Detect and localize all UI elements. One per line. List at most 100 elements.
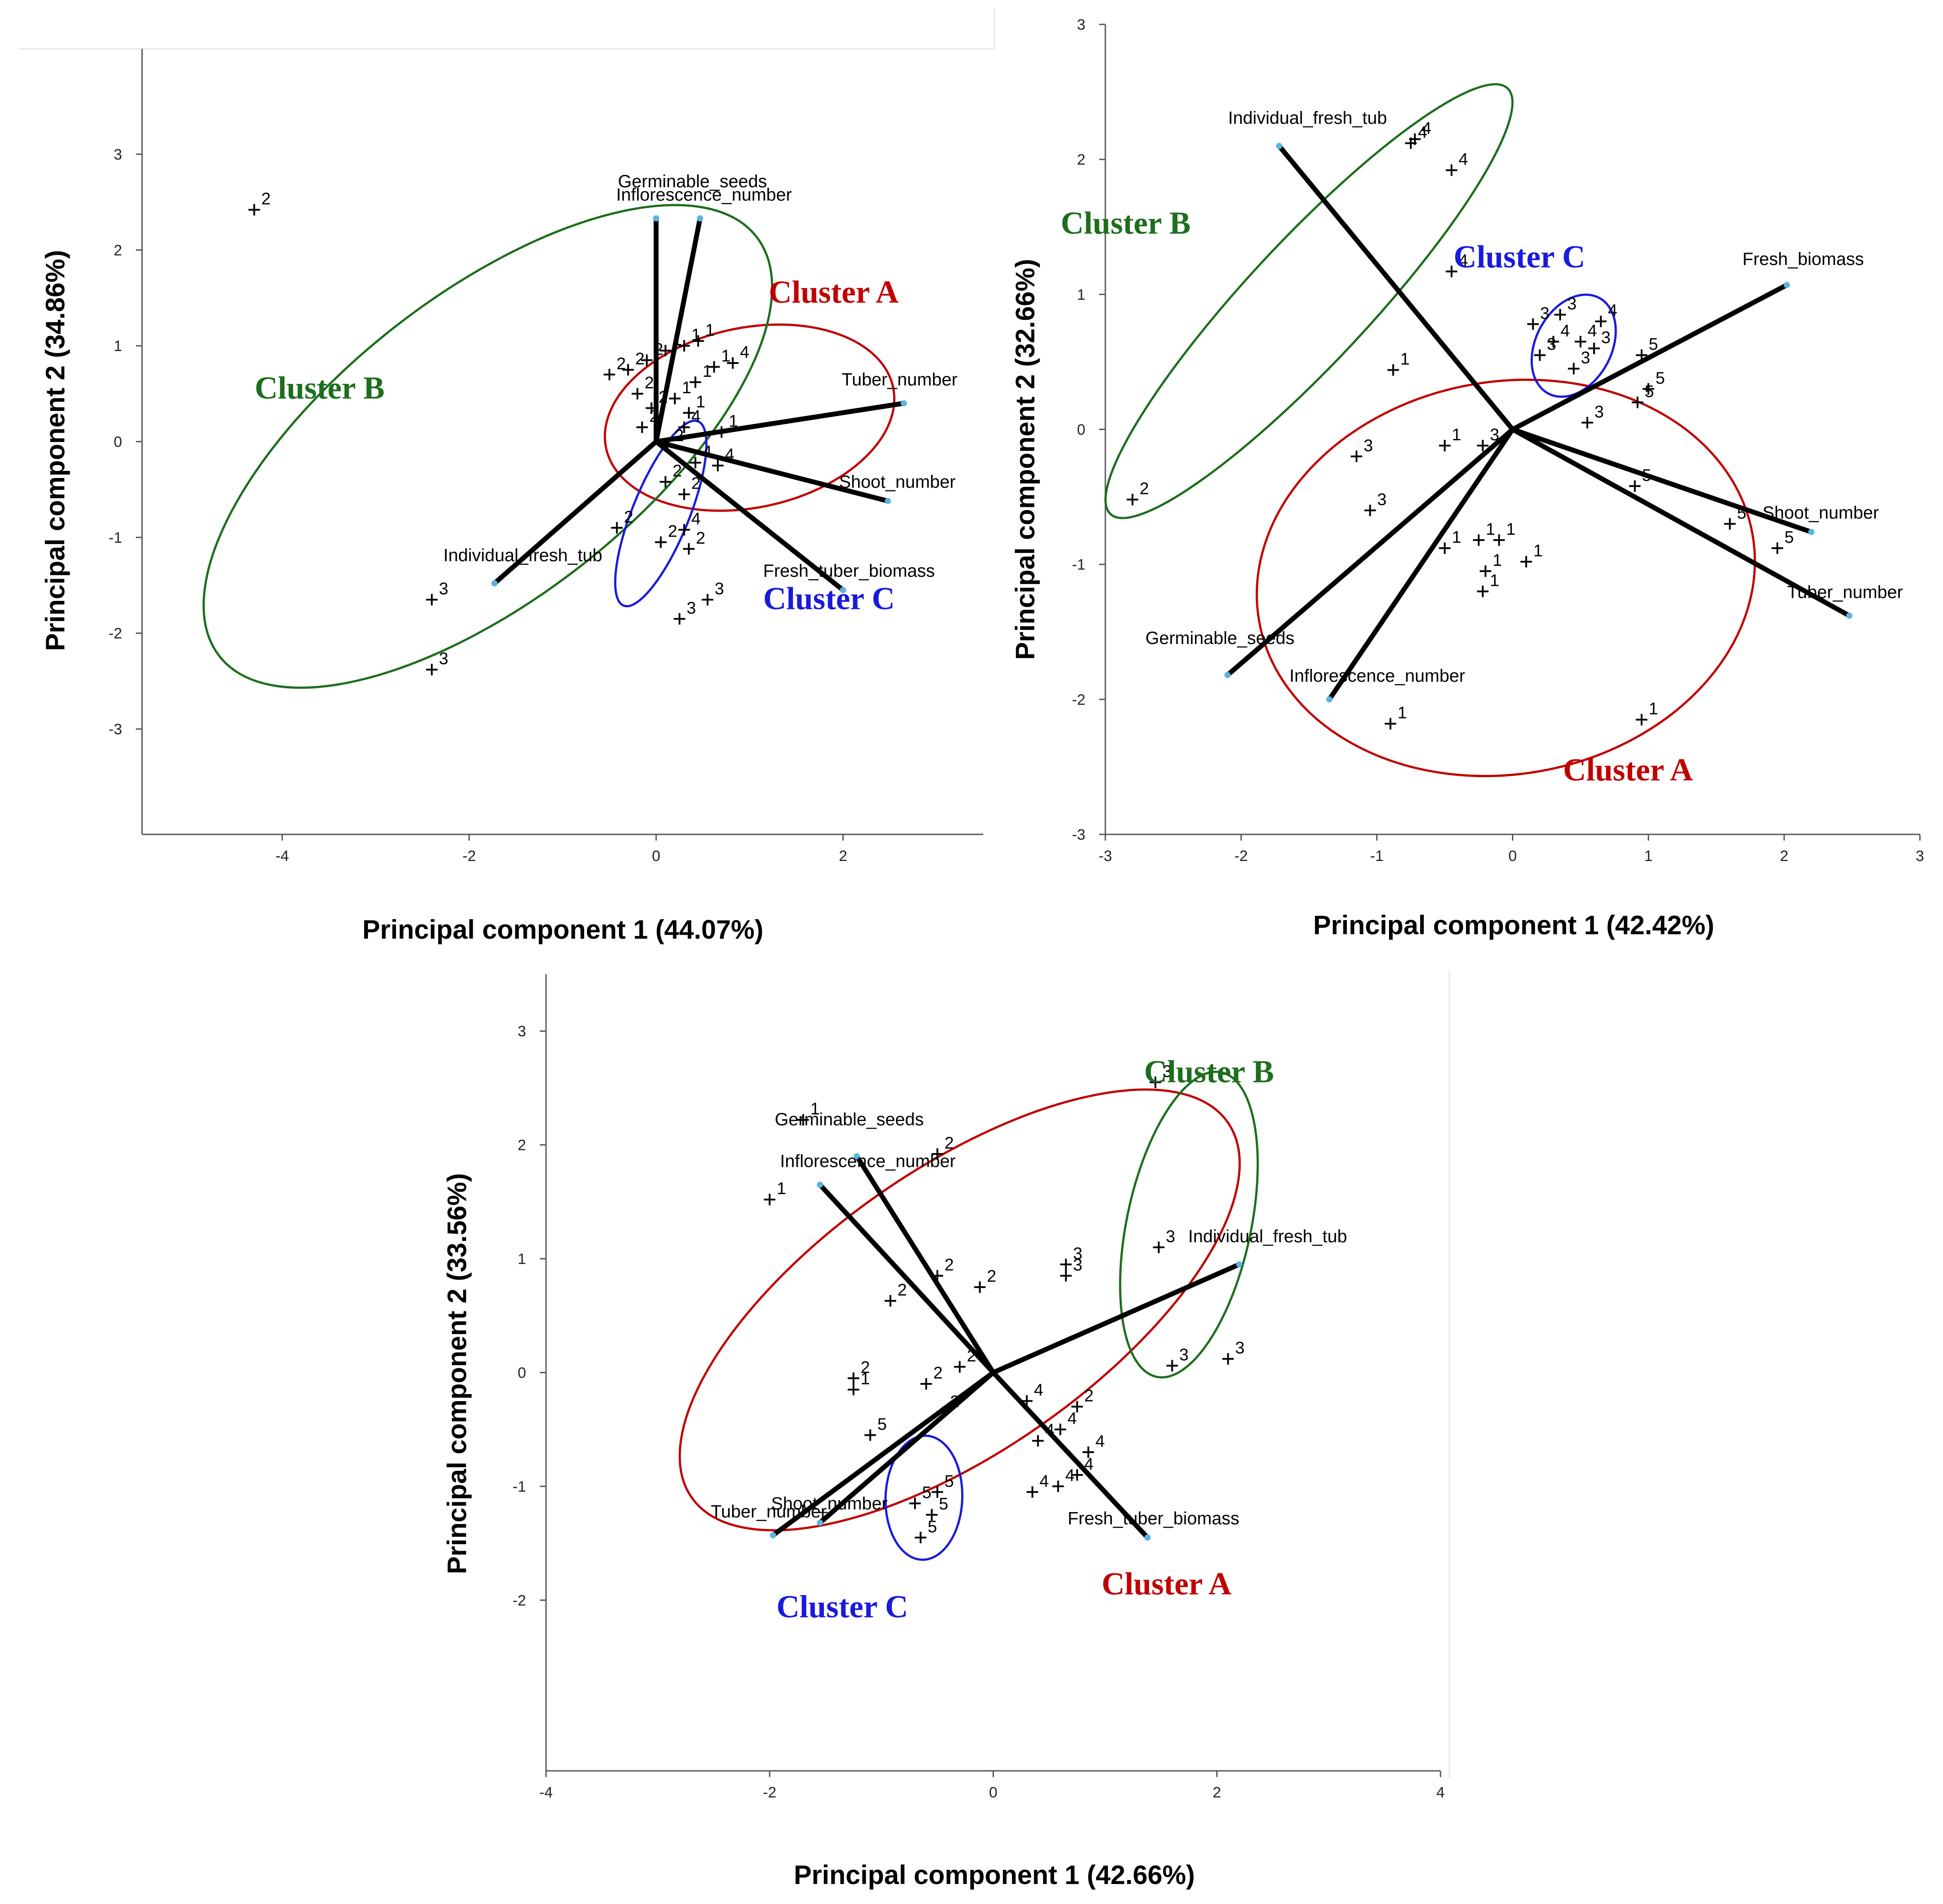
plot-area: -4 -2 0 2-3-2-10123Inflorescence_numberGerm… bbox=[109, 49, 983, 865]
point-label: 1 bbox=[1452, 426, 1461, 444]
y-tick-label: 1 bbox=[114, 338, 122, 355]
point-label: 3 bbox=[1179, 1346, 1189, 1364]
vector-label: Individual_fresh_tub bbox=[1228, 108, 1387, 128]
point-label: 2 bbox=[645, 374, 654, 392]
cluster-ellipse bbox=[1530, 293, 1617, 398]
point-label: 5 bbox=[1785, 528, 1794, 547]
y-tick-label: 1 bbox=[1077, 286, 1085, 303]
point-label: 4 bbox=[691, 510, 700, 529]
vector-tip-marker bbox=[770, 1532, 776, 1539]
x-tick-label: 0 bbox=[1508, 848, 1517, 865]
point-label: 3 bbox=[1547, 335, 1556, 354]
vector-label: Germinable_seeds bbox=[775, 1110, 924, 1129]
vector-label: Fresh_biomass bbox=[1742, 249, 1864, 269]
y-tick-label: 2 bbox=[114, 242, 122, 259]
point-label: 5 bbox=[928, 1517, 937, 1536]
point-label: 1 bbox=[861, 1370, 870, 1388]
point-label: 4 bbox=[1418, 123, 1427, 142]
cluster-label: Cluster C bbox=[1453, 239, 1585, 275]
point-label: 4 bbox=[1422, 119, 1431, 138]
vector-tip-marker bbox=[817, 1519, 823, 1526]
point-label: 2 bbox=[635, 350, 645, 368]
vector-label: Inflorescence_number bbox=[616, 185, 792, 205]
loading-vector bbox=[492, 439, 659, 586]
point-label: 3 bbox=[1166, 1227, 1175, 1246]
y-tick-label: 3 bbox=[1077, 16, 1085, 33]
point-label: 5 bbox=[1645, 383, 1654, 401]
point-label: 4 bbox=[1608, 301, 1617, 320]
point-label: 3 bbox=[1601, 328, 1611, 347]
loading-vector bbox=[770, 1370, 996, 1538]
y-tick-label: -2 bbox=[109, 625, 122, 642]
loading-vector bbox=[653, 439, 846, 593]
loading-vector bbox=[1510, 427, 1852, 618]
x-tick-label: 2 bbox=[1213, 1784, 1221, 1801]
vector-tip-marker bbox=[1236, 1261, 1243, 1268]
point-label: 1 bbox=[705, 321, 715, 340]
point-label: 1 bbox=[1397, 704, 1407, 723]
x-tick-label: 1 bbox=[1644, 848, 1653, 865]
vector-tip-marker bbox=[1808, 529, 1815, 535]
y-axis-title: Principal component 2 (32.66%) bbox=[1010, 259, 1040, 660]
point-label: 5 bbox=[1655, 369, 1665, 387]
point-label: 4 bbox=[725, 446, 734, 464]
point-label: 2 bbox=[668, 522, 677, 541]
point-label: 1 bbox=[1490, 572, 1499, 590]
cluster-ellipse bbox=[604, 323, 896, 512]
y-tick-label: -1 bbox=[1072, 557, 1085, 573]
cluster-ellipse bbox=[1104, 83, 1514, 519]
point-label: 3 bbox=[1540, 304, 1549, 323]
y-tick-label: 3 bbox=[518, 1023, 526, 1040]
loading-vector bbox=[1327, 427, 1515, 702]
vector-label: Individual_fresh_tub bbox=[443, 545, 602, 565]
vector-tip-marker bbox=[1784, 282, 1790, 288]
point-label: 3 bbox=[687, 599, 696, 617]
vector-tip-marker bbox=[1846, 612, 1852, 619]
cluster-label: Cluster A bbox=[1102, 1566, 1232, 1602]
loading-vector bbox=[653, 216, 703, 444]
y-tick-label: -2 bbox=[513, 1592, 526, 1609]
loading-vector bbox=[991, 1262, 1242, 1375]
point-label: 3 bbox=[1073, 1256, 1082, 1275]
loading-vector bbox=[854, 1153, 996, 1375]
cluster-ellipse bbox=[1119, 1071, 1259, 1379]
point-label: 1 bbox=[1533, 542, 1543, 561]
biplot-panel-2: -3 -2 -1 0 1 2 3 -3 -2 -1 0 1 2 3 Individual_fresh_tub… bbox=[1010, 16, 1924, 940]
point-label: 1 bbox=[1400, 350, 1409, 369]
point-label: 1 bbox=[810, 1100, 819, 1118]
cluster-ellipse bbox=[1255, 379, 1756, 777]
vector-tip-marker bbox=[1276, 142, 1282, 149]
point-label: 3 bbox=[1567, 295, 1577, 313]
point-label: 2 bbox=[691, 474, 700, 493]
point-label: 4 bbox=[1587, 322, 1597, 340]
x-tick-label: -1 bbox=[1370, 848, 1384, 865]
x-tick-label: 0 bbox=[652, 848, 661, 865]
point-label: 2 bbox=[674, 427, 684, 445]
cluster-label: Cluster C bbox=[776, 1589, 908, 1624]
vector-tip-marker bbox=[840, 587, 847, 593]
loading-vector bbox=[817, 1370, 996, 1525]
x-tick-label: 2 bbox=[839, 848, 847, 865]
point-label: 5 bbox=[939, 1495, 948, 1513]
point-label: 3 bbox=[1581, 349, 1590, 367]
vector-tip-marker bbox=[653, 215, 660, 222]
x-tick-label: -4 bbox=[539, 1784, 553, 1801]
loading-vector bbox=[817, 1182, 996, 1375]
point-label: 3 bbox=[1595, 403, 1604, 421]
vector-tip-marker bbox=[901, 400, 907, 407]
cluster-ellipse bbox=[614, 419, 708, 608]
point-label: 2 bbox=[624, 508, 633, 526]
vector-tip-marker bbox=[697, 215, 704, 222]
point-label: 3 bbox=[1377, 490, 1386, 509]
cluster-label: Cluster A bbox=[1563, 752, 1693, 787]
biplot-panel-3: -4 -2 0 2 4-2-10123Germinable_seedsInfloresc… bbox=[442, 970, 1450, 1890]
point-label: 2 bbox=[1140, 480, 1149, 498]
x-tick-label: 4 bbox=[1436, 1784, 1445, 1801]
point-label: 2 bbox=[654, 340, 663, 359]
vector-label: Germinable_seeds bbox=[618, 172, 767, 191]
point-label: 3 bbox=[1073, 1244, 1082, 1263]
y-axis-title: Principal component 2 (34.86%) bbox=[40, 250, 70, 651]
vector-label: Shoot_number bbox=[1762, 503, 1879, 523]
x-tick-label: -2 bbox=[763, 1784, 776, 1801]
